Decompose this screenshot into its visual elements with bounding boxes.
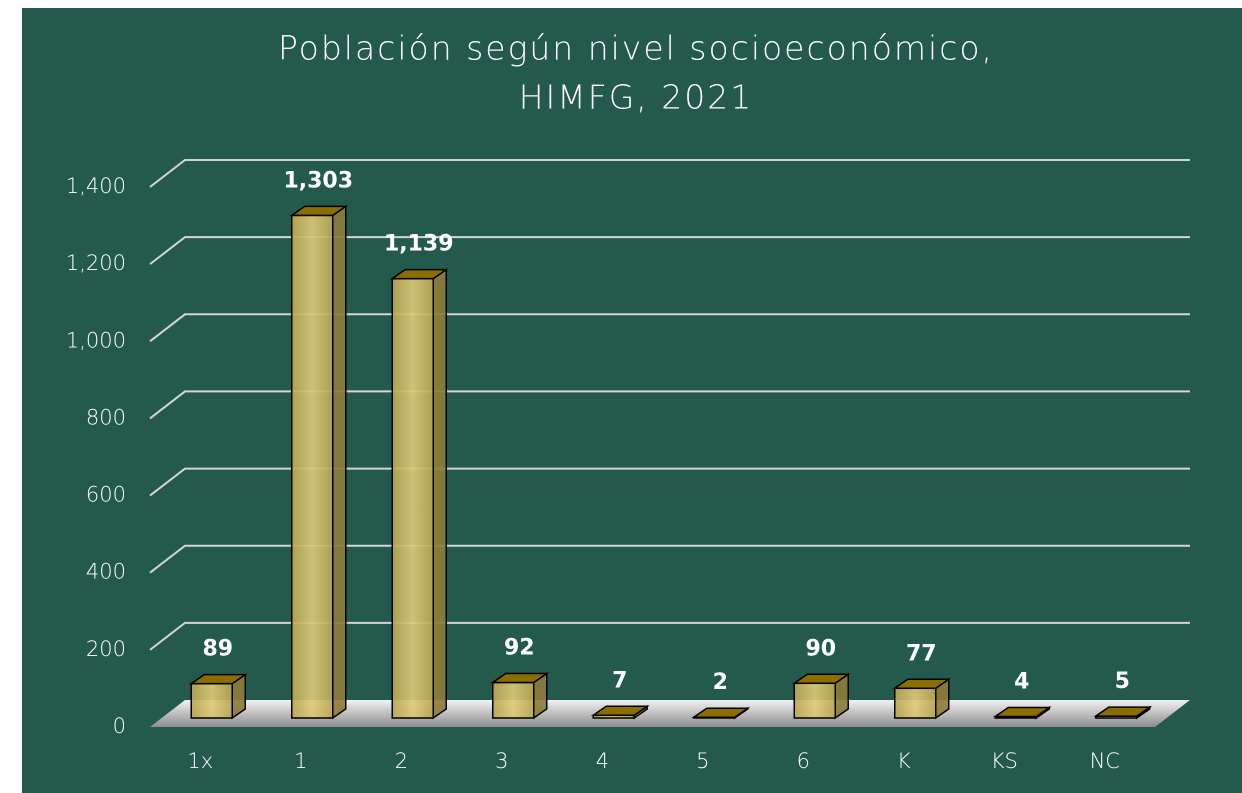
bar-front [793, 682, 836, 719]
grid-line [149, 390, 1190, 420]
bar-top [590, 705, 650, 717]
grid-line [149, 313, 1190, 343]
bar-front [492, 681, 535, 719]
bar-top [389, 268, 449, 280]
grid-line [149, 621, 1190, 651]
bar [791, 672, 851, 720]
y-tick-label: 200 [86, 637, 126, 661]
y-tick-label: 600 [86, 483, 126, 507]
bar-top [892, 678, 952, 690]
bar-top [691, 707, 751, 718]
bar [590, 704, 650, 720]
bar [389, 268, 449, 720]
bar-front [291, 214, 334, 719]
x-tick-label: 4 [596, 749, 609, 773]
bar-top [490, 672, 550, 684]
bar [992, 706, 1052, 720]
x-tick-label: 6 [797, 749, 810, 773]
bar-top [188, 673, 248, 685]
grid-line [149, 159, 1190, 188]
bar-side [332, 204, 347, 720]
bar [892, 677, 952, 720]
chart-title: HIMFG, 2021 [519, 78, 754, 117]
x-tick-label: 2 [395, 749, 408, 773]
background [22, 8, 1242, 793]
value-label: 5 [1115, 669, 1130, 694]
bar [691, 706, 751, 720]
value-label: 2 [713, 670, 728, 695]
grid-line [149, 544, 1190, 574]
bar-top [289, 205, 349, 217]
chart-title: Población según nivel socioeconómico, [278, 29, 994, 68]
value-label: 90 [805, 636, 836, 661]
bar [188, 673, 248, 720]
y-tick-label: 1,200 [66, 251, 126, 275]
value-label: 92 [504, 636, 535, 661]
value-label: 89 [202, 637, 233, 662]
bar-front [190, 682, 233, 719]
x-tick-label: K [897, 749, 911, 773]
value-label: 7 [612, 668, 627, 693]
bar-top [1093, 706, 1153, 717]
x-tick-label: KS [991, 749, 1018, 773]
bar [490, 672, 550, 720]
x-tick-label: 1 [294, 749, 307, 773]
x-tick-label: 3 [495, 749, 508, 773]
x-tick-label: 5 [696, 749, 709, 773]
bar-side [432, 268, 447, 720]
y-tick-label: 800 [86, 405, 126, 429]
value-label: 1,303 [283, 168, 353, 193]
bar [289, 204, 349, 720]
bar-front [391, 277, 434, 719]
x-tick-label: 1x [187, 749, 213, 773]
grid-line [149, 467, 1190, 497]
value-label: 4 [1014, 669, 1029, 694]
grid-line [149, 236, 1190, 265]
x-tick-label: NC [1090, 749, 1120, 773]
bar-front [894, 687, 937, 719]
y-tick-label: 400 [86, 560, 126, 584]
bar-top [791, 673, 851, 685]
y-tick-label: 1,000 [66, 328, 126, 352]
bar-top [992, 706, 1052, 718]
value-label: 77 [906, 641, 937, 666]
value-label: 1,139 [384, 232, 454, 257]
y-tick-label: 0 [113, 714, 126, 738]
y-tick-label: 1,400 [66, 174, 126, 198]
bar [1093, 705, 1153, 720]
